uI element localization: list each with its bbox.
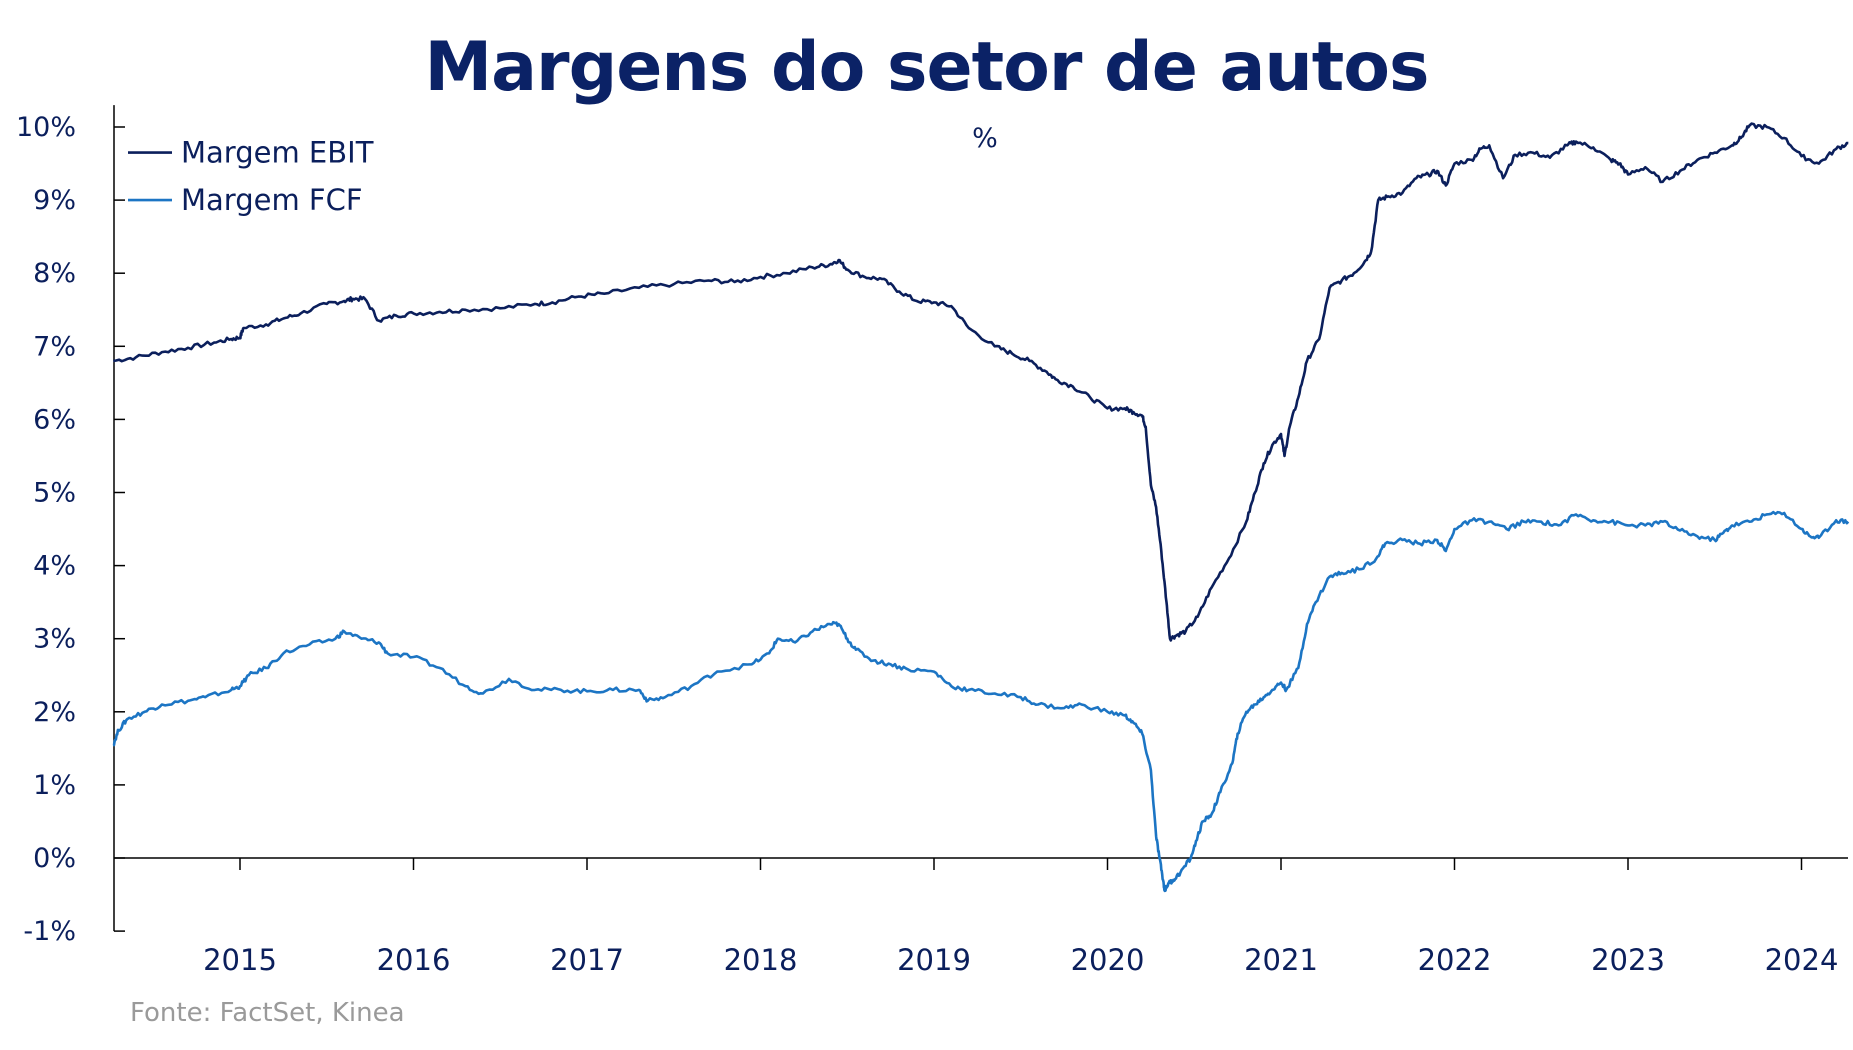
- x-tick-label: 2023: [1591, 943, 1665, 977]
- x-tick-label: 2018: [724, 943, 798, 977]
- unit-label: %: [972, 123, 998, 154]
- x-axis: 2015 2016 2017 2018 2019 2020 2021 2022 2023 2024: [114, 857, 1848, 977]
- y-tick-label: 2%: [33, 697, 76, 728]
- y-tick-label: 4%: [33, 551, 76, 582]
- x-tick-label: 2021: [1244, 943, 1318, 977]
- series-line: [112, 510, 1850, 893]
- x-tick-label: 2020: [1071, 943, 1145, 977]
- x-tick-label: 2015: [203, 943, 277, 977]
- chart-title: Margens do setor de autos: [424, 28, 1430, 107]
- y-tick-label: 6%: [33, 404, 76, 435]
- x-tick-label: 2024: [1765, 943, 1839, 977]
- x-tick-label: 2017: [550, 943, 624, 977]
- legend-label: Margem EBIT: [181, 136, 374, 170]
- y-tick-label: 7%: [33, 331, 76, 362]
- y-tick-label: -1%: [23, 916, 76, 947]
- series-layer: [112, 122, 1850, 893]
- series-line: [113, 122, 1849, 642]
- y-axis: 10% 9% 8% 7% 6% 5% 4% 3% 2% 1% 0% -1%: [16, 105, 125, 947]
- y-tick-label: 0%: [33, 843, 76, 874]
- x-tick-label: 2019: [897, 943, 971, 977]
- x-tick-label: 2022: [1418, 943, 1492, 977]
- y-tick-label: 10%: [16, 112, 76, 143]
- y-tick-label: 8%: [33, 258, 76, 289]
- y-tick-label: 1%: [33, 770, 76, 801]
- x-tick-label: 2016: [377, 943, 451, 977]
- y-tick-label: 3%: [33, 624, 76, 655]
- y-tick-label: 9%: [33, 185, 76, 216]
- source-note: Fonte: FactSet, Kinea: [130, 998, 405, 1028]
- y-tick-label: 5%: [33, 478, 76, 509]
- legend: Margem EBIT Margem FCF: [128, 136, 374, 217]
- legend-label: Margem FCF: [181, 183, 363, 217]
